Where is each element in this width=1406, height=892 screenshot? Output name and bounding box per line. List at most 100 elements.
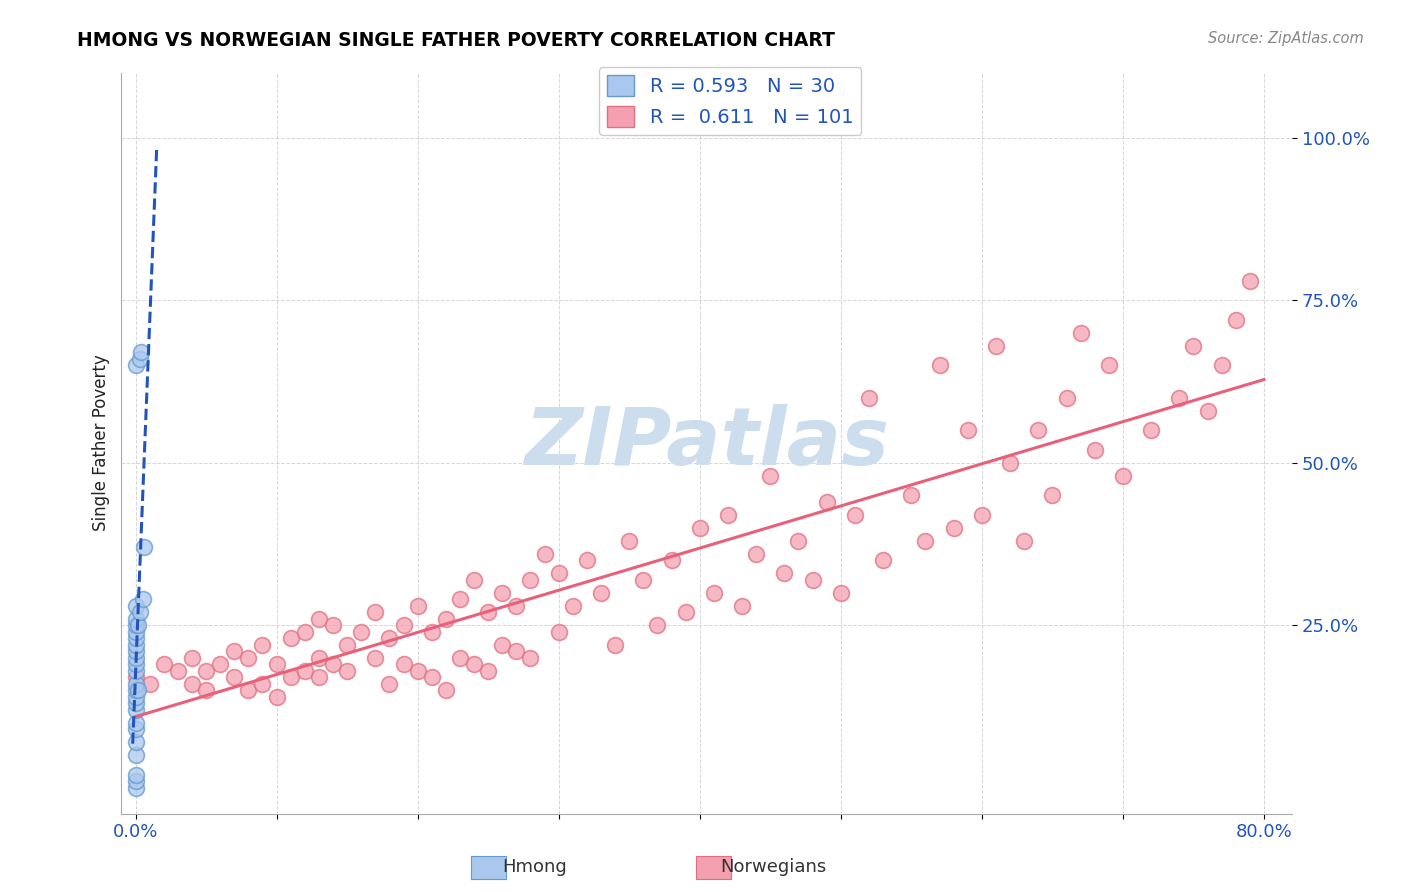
- Point: [124, 650, 146, 665]
- Text: Hmong: Hmong: [502, 858, 567, 876]
- Point: [1042, 488, 1064, 502]
- Point: [463, 573, 485, 587]
- Point: [984, 338, 1007, 352]
- Point: [647, 618, 669, 632]
- Point: [127, 618, 149, 632]
- Point: [124, 599, 146, 613]
- Point: [124, 683, 146, 698]
- Point: [731, 599, 754, 613]
- Point: [420, 670, 443, 684]
- Point: [124, 703, 146, 717]
- Point: [124, 690, 146, 704]
- Point: [364, 605, 387, 619]
- Point: [124, 631, 146, 645]
- Point: [605, 638, 627, 652]
- Point: [124, 358, 146, 372]
- Point: [322, 657, 344, 671]
- Point: [124, 618, 146, 632]
- Point: [1182, 338, 1205, 352]
- Point: [547, 624, 569, 639]
- Point: [124, 624, 146, 639]
- Point: [519, 650, 541, 665]
- Point: [477, 605, 499, 619]
- Point: [266, 690, 288, 704]
- Point: [449, 592, 471, 607]
- Point: [131, 592, 153, 607]
- Point: [124, 767, 146, 781]
- Point: [463, 657, 485, 671]
- Point: [152, 657, 174, 671]
- Point: [858, 391, 880, 405]
- Point: [505, 599, 527, 613]
- Point: [1098, 358, 1121, 372]
- Point: [124, 670, 146, 684]
- Point: [378, 676, 401, 690]
- Point: [477, 664, 499, 678]
- Point: [124, 780, 146, 795]
- Point: [1239, 274, 1261, 288]
- Point: [1084, 442, 1107, 457]
- Point: [392, 657, 415, 671]
- Point: [589, 585, 612, 599]
- Point: [392, 618, 415, 632]
- Point: [406, 664, 429, 678]
- Point: [308, 670, 330, 684]
- Point: [124, 638, 146, 652]
- Point: [575, 553, 598, 567]
- Point: [128, 605, 150, 619]
- Point: [434, 611, 457, 625]
- Point: [872, 553, 894, 567]
- Point: [661, 553, 683, 567]
- Point: [773, 566, 796, 580]
- Point: [970, 508, 993, 522]
- Point: [224, 670, 246, 684]
- Point: [378, 631, 401, 645]
- Point: [633, 573, 655, 587]
- Point: [129, 345, 152, 359]
- Point: [124, 748, 146, 763]
- Point: [252, 638, 274, 652]
- Point: [406, 599, 429, 613]
- Point: [181, 650, 204, 665]
- Point: [956, 423, 979, 437]
- Point: [364, 650, 387, 665]
- Point: [801, 573, 824, 587]
- Point: [181, 676, 204, 690]
- Point: [533, 547, 555, 561]
- Point: [124, 657, 146, 671]
- Legend: R = 0.593   N = 30, R =  0.611   N = 101: R = 0.593 N = 30, R = 0.611 N = 101: [599, 68, 862, 135]
- Point: [717, 508, 740, 522]
- Point: [1070, 326, 1092, 340]
- Point: [844, 508, 866, 522]
- Point: [505, 644, 527, 658]
- Point: [815, 494, 838, 508]
- Point: [1112, 468, 1135, 483]
- Point: [547, 566, 569, 580]
- Point: [209, 657, 232, 671]
- Point: [132, 540, 155, 554]
- Point: [195, 683, 218, 698]
- Point: [491, 638, 513, 652]
- Point: [124, 611, 146, 625]
- Point: [350, 624, 373, 639]
- Point: [266, 657, 288, 671]
- Point: [830, 585, 852, 599]
- Point: [942, 520, 965, 534]
- Point: [224, 644, 246, 658]
- Point: [675, 605, 697, 619]
- Point: [124, 715, 146, 730]
- Y-axis label: Single Father Poverty: Single Father Poverty: [93, 355, 110, 532]
- Point: [138, 676, 160, 690]
- Point: [1197, 403, 1219, 417]
- Point: [689, 520, 711, 534]
- Point: [127, 683, 149, 698]
- Point: [238, 650, 260, 665]
- Point: [1225, 312, 1247, 326]
- Text: Norwegians: Norwegians: [720, 858, 827, 876]
- Point: [1211, 358, 1233, 372]
- Point: [124, 676, 146, 690]
- Point: [1168, 391, 1191, 405]
- Point: [124, 696, 146, 710]
- Text: ZIPatlas: ZIPatlas: [524, 404, 890, 482]
- Point: [759, 468, 782, 483]
